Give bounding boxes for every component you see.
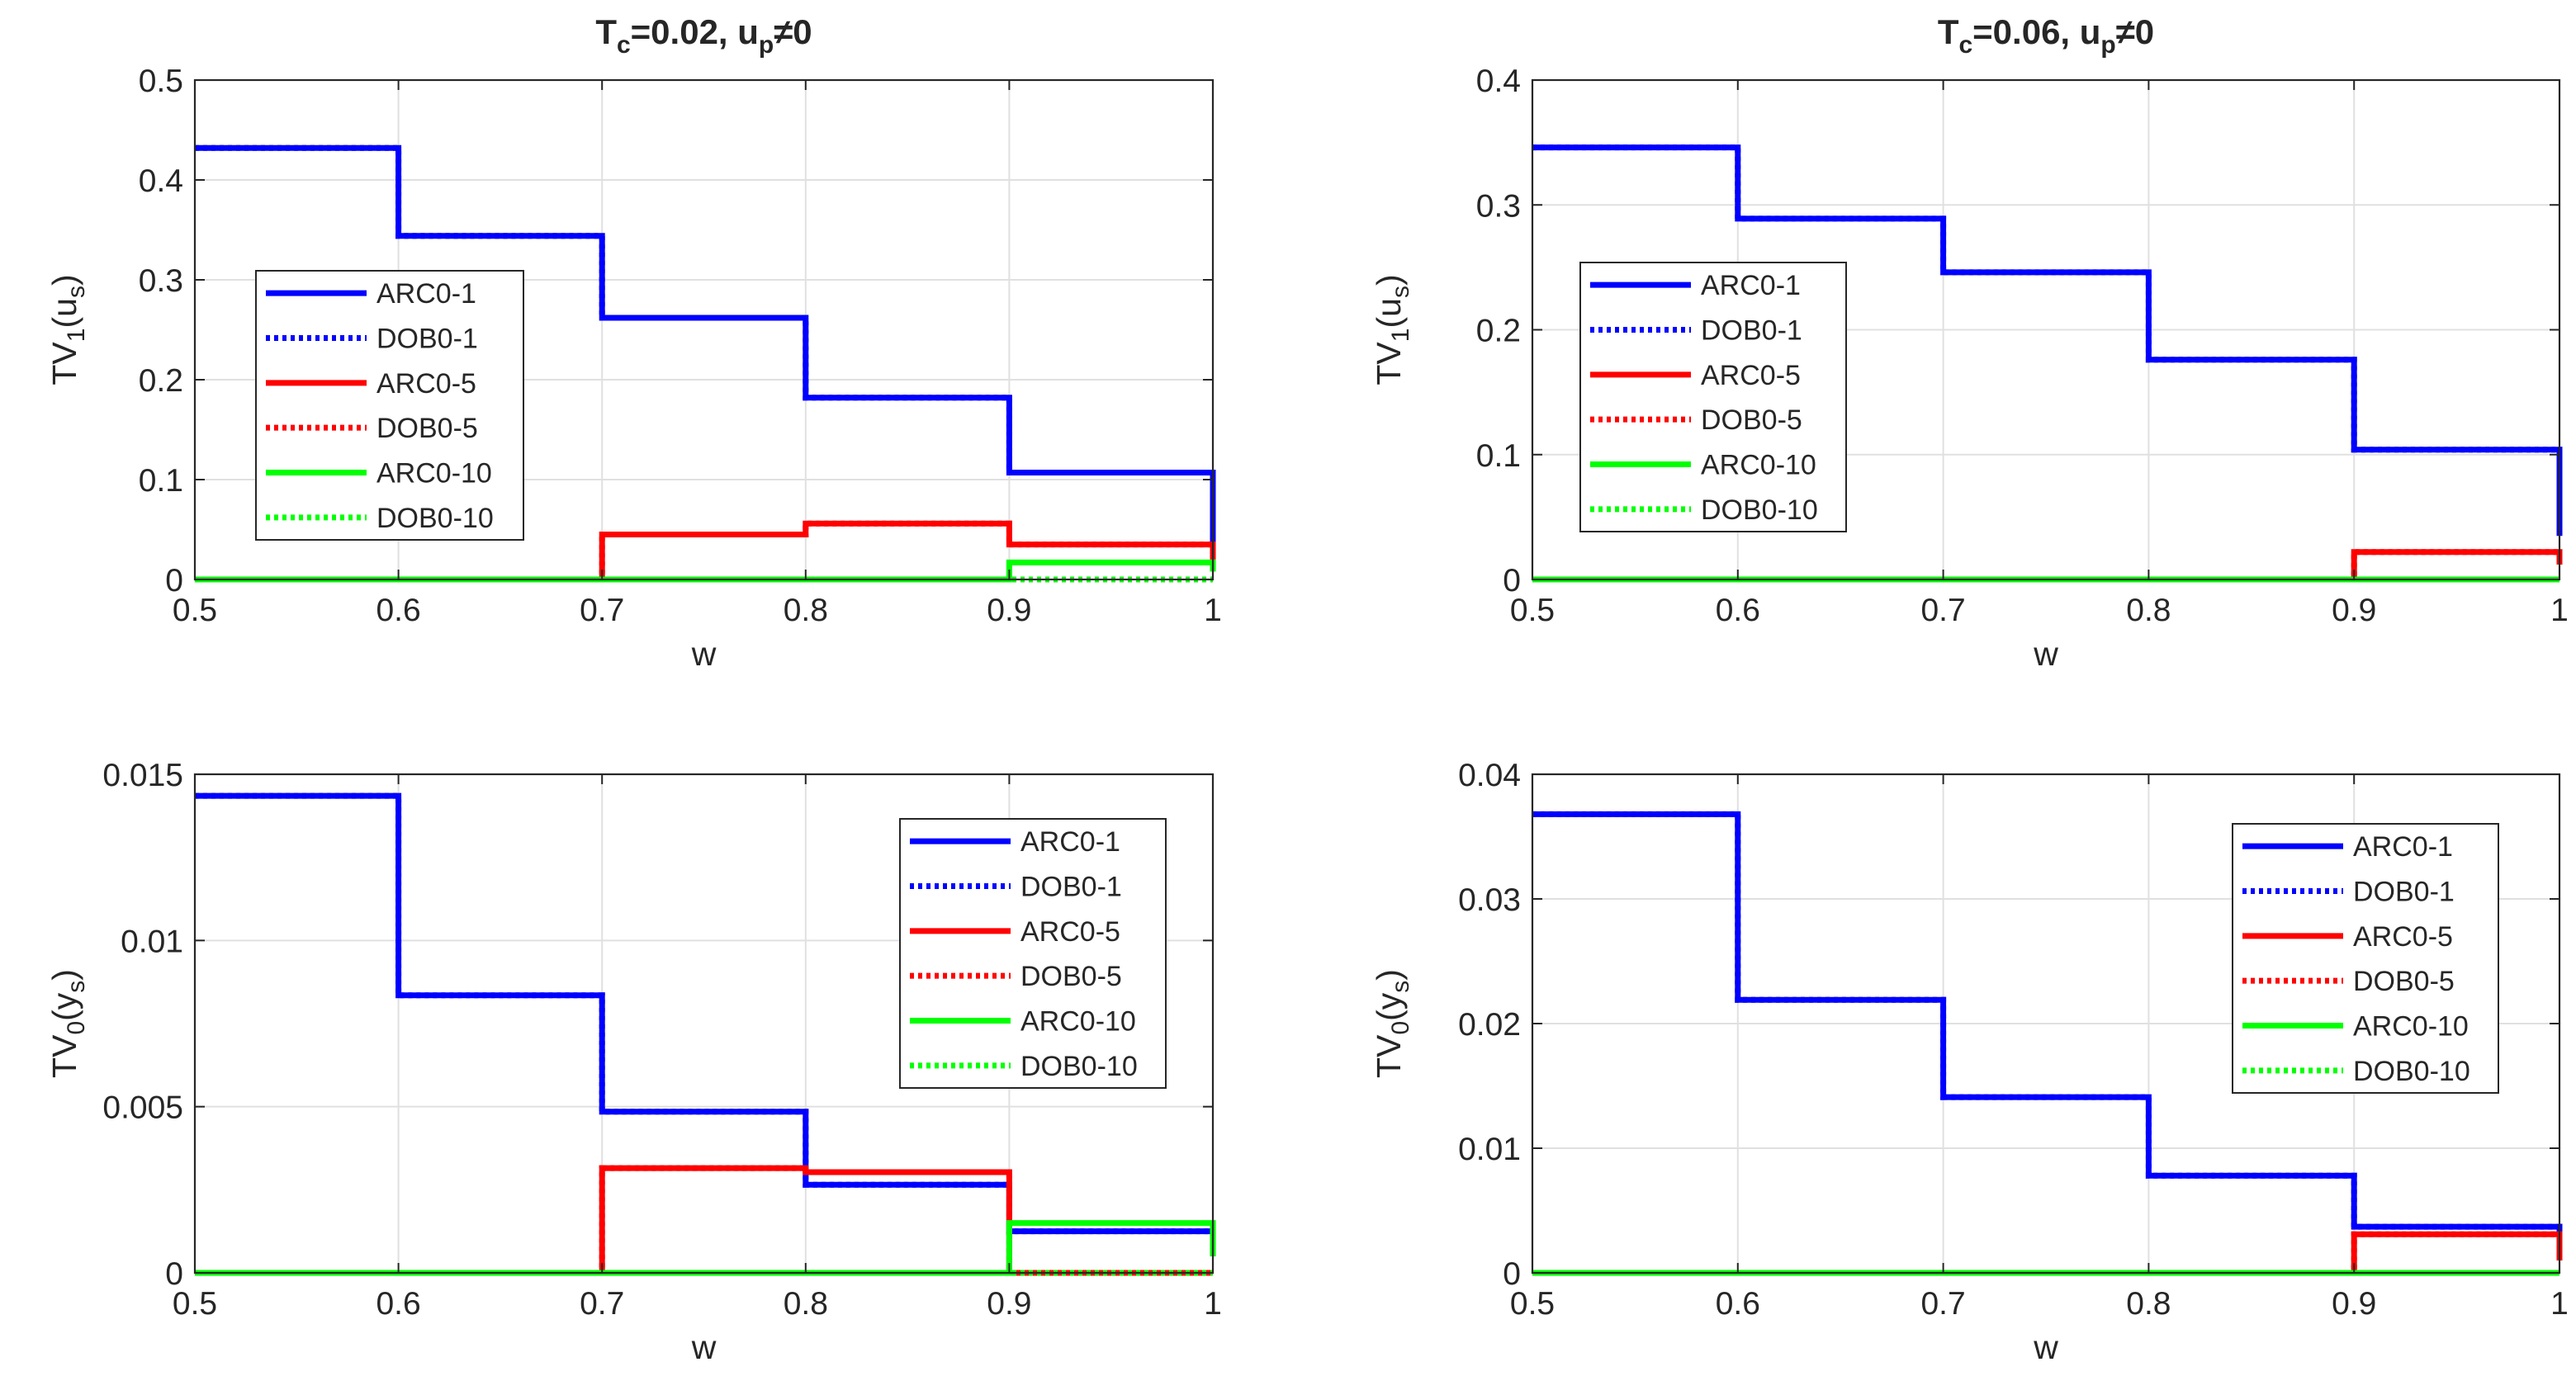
subplot-3: 0.5 0.6 0.7 0.8 0.9 1 0 0.005 0.01 0.015 w TV0(ys) A… (45, 758, 1222, 1366)
legend-label-arc0-1: ARC0-1 (2353, 831, 2453, 863)
legend-label-arc0-5: ARC0-5 (1020, 916, 1120, 948)
legend-label-dob0-5: DOB0-5 (1020, 961, 1122, 992)
y-axis-label: TV1(us) (45, 274, 90, 385)
subplot-2: 0.5 0.6 0.7 0.8 0.9 1 0 0.1 0.2 0.3 0.4 w TV1(us) Tc=… (1370, 12, 2569, 673)
y-tick-label: 0.03 (1458, 882, 1521, 918)
y-axis-label: TV0(ys) (1370, 969, 1414, 1078)
legend-label-arc0-10: ARC0-10 (376, 458, 492, 489)
x-tick-label: 1 (2550, 593, 2569, 628)
y-tick-label: 0.2 (139, 363, 183, 399)
y-tick-label: 0.4 (139, 163, 183, 199)
x-tick-label: 0.9 (2332, 593, 2376, 628)
y-tick-label: 0.2 (1476, 314, 1521, 349)
legend-label-dob0-10: DOB0-10 (1020, 1051, 1138, 1082)
x-tick-label: 0.7 (1920, 593, 1965, 628)
y-tick-label: 0 (165, 1256, 183, 1292)
legend: ARC0-1 DOB0-1 ARC0-5 DOB0-5 ARC0-10 DOB0-10 (1579, 262, 1847, 532)
x-axis-label: w (691, 1328, 717, 1366)
series-line-dob0-1 (195, 792, 1216, 1256)
series-line-dob0-1 (1532, 144, 2563, 537)
y-tick-label: 0.1 (1476, 438, 1521, 474)
legend-box (1579, 262, 1847, 532)
y-axis-label: TV0(ys) (45, 969, 90, 1078)
x-axis-label: w (2033, 635, 2058, 673)
legend-box (255, 270, 524, 541)
y-tick-label: 0.5 (139, 64, 183, 99)
x-axis-label: w (2033, 1328, 2058, 1366)
legend-label-arc0-1: ARC0-1 (376, 278, 476, 310)
y-tick-label: 0 (165, 563, 183, 598)
axes-box (193, 773, 1215, 1275)
x-tick-label: 0.6 (1716, 1286, 1760, 1322)
series-line-dob0-5 (195, 520, 1216, 583)
x-tick-label: 0.8 (2126, 593, 2171, 628)
legend-box (2232, 823, 2499, 1094)
legend-label-dob0-1: DOB0-1 (376, 324, 478, 355)
x-tick-label: 0.5 (173, 1286, 217, 1322)
legend-label-dob0-10: DOB0-10 (1701, 494, 1818, 526)
legend: ARC0-1 DOB0-1 ARC0-5 DOB0-5 ARC0-10 DOB0-10 (255, 270, 524, 541)
y-tick-label: 0.3 (139, 263, 183, 299)
x-axis-label: w (691, 635, 717, 673)
x-tick-label: 1 (2550, 1286, 2569, 1322)
x-tick-label: 0.8 (784, 1286, 828, 1322)
legend-label-dob0-1: DOB0-1 (2353, 877, 2455, 908)
chart-title: Tc=0.02, up≠0 (595, 12, 812, 59)
y-tick-label: 0.02 (1458, 1007, 1521, 1043)
y-tick-label: 0.015 (102, 758, 183, 793)
x-tick-label: 0.6 (1716, 593, 1760, 628)
legend-label-arc0-10: ARC0-10 (1701, 450, 1816, 481)
legend-label-dob0-5: DOB0-5 (376, 413, 478, 444)
x-tick-label: 0.5 (173, 593, 217, 628)
legend-label-dob0-5: DOB0-5 (1701, 404, 1802, 436)
y-tick-label: 0.3 (1476, 188, 1521, 224)
y-tick-label: 0.1 (139, 463, 183, 499)
x-tick-label: 0.9 (987, 593, 1031, 628)
legend-label-arc0-5: ARC0-5 (376, 368, 476, 400)
legend-label-arc0-1: ARC0-1 (1701, 270, 1801, 301)
y-axis-label: TV1(us) (1370, 274, 1414, 385)
legend: ARC0-1 DOB0-1 ARC0-5 DOB0-5 ARC0-10 DOB0-10 (899, 818, 1167, 1089)
legend-label-dob0-5: DOB0-5 (2353, 966, 2455, 997)
x-tick-label: 0.7 (580, 1286, 624, 1322)
y-tick-label: 0 (1503, 1256, 1521, 1292)
subplot-4: 0.5 0.6 0.7 0.8 0.9 1 0 0.01 0.02 0.03 0.04 w TV0(ys… (1370, 758, 2569, 1366)
legend-label-arc0-1: ARC0-1 (1020, 826, 1120, 858)
series-line-dob0-1 (195, 144, 1216, 550)
legend-label-arc0-10: ARC0-10 (1020, 1006, 1136, 1038)
legend-label-dob0-1: DOB0-1 (1020, 872, 1122, 903)
x-tick-label: 0.6 (376, 593, 420, 628)
y-tick-label: 0.01 (1458, 1132, 1521, 1167)
legend-label-dob0-10: DOB0-10 (2353, 1056, 2470, 1087)
legend-label-dob0-10: DOB0-10 (376, 503, 494, 534)
x-tick-label: 1 (1204, 1286, 1222, 1322)
y-tick-label: 0.005 (102, 1090, 183, 1126)
legend-label-arc0-10: ARC0-10 (2353, 1011, 2469, 1043)
y-tick-label: 0.04 (1458, 758, 1521, 793)
x-tick-label: 0.8 (784, 593, 828, 628)
legend-label-dob0-1: DOB0-1 (1701, 315, 1802, 347)
x-tick-label: 0.9 (987, 1286, 1031, 1322)
x-tick-label: 0.6 (376, 1286, 420, 1322)
x-tick-label: 0.7 (1920, 1286, 1965, 1322)
legend: ARC0-1 DOB0-1 ARC0-5 DOB0-5 ARC0-10 DOB0-10 (2232, 823, 2499, 1094)
x-tick-label: 1 (1204, 593, 1222, 628)
y-tick-label: 0.01 (121, 924, 183, 959)
x-tick-label: 0.5 (1510, 593, 1555, 628)
legend-box (899, 818, 1167, 1089)
legend-label-arc0-5: ARC0-5 (1701, 360, 1801, 391)
x-tick-label: 0.9 (2332, 1286, 2376, 1322)
y-tick-label: 0 (1503, 563, 1521, 598)
x-tick-label: 0.7 (580, 593, 624, 628)
legend-label-arc0-5: ARC0-5 (2353, 921, 2453, 953)
series-line-arc0-1 (1532, 811, 2563, 1258)
chart-title: Tc=0.06, up≠0 (1938, 12, 2154, 59)
subplot-1: 0.5 0.6 0.7 0.8 0.9 1 0 0.1 0.2 0.3 0.4 0.5 w TV1(us)… (45, 12, 1222, 673)
y-tick-label: 0.4 (1476, 64, 1521, 99)
x-tick-label: 0.8 (2126, 1286, 2171, 1322)
x-tick-label: 0.5 (1510, 1286, 1555, 1322)
axes-box (193, 78, 1215, 581)
